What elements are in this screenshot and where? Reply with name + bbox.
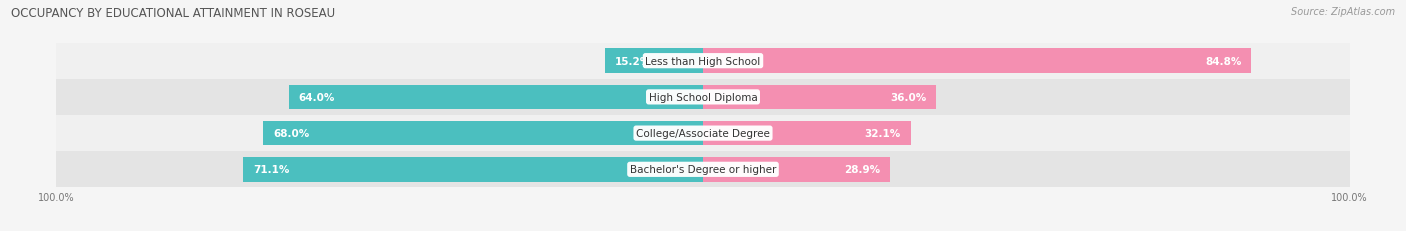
Text: 28.9%: 28.9% bbox=[844, 165, 880, 175]
Text: 32.1%: 32.1% bbox=[865, 128, 901, 139]
Bar bbox=[263, 121, 703, 146]
Text: 68.0%: 68.0% bbox=[273, 128, 309, 139]
Text: OCCUPANCY BY EDUCATIONAL ATTAINMENT IN ROSEAU: OCCUPANCY BY EDUCATIONAL ATTAINMENT IN R… bbox=[11, 7, 336, 20]
Bar bbox=[703, 85, 936, 110]
Text: 36.0%: 36.0% bbox=[890, 92, 927, 103]
Bar bbox=[290, 85, 703, 110]
Bar bbox=[56, 43, 1350, 79]
Text: 71.1%: 71.1% bbox=[253, 165, 290, 175]
Text: Bachelor's Degree or higher: Bachelor's Degree or higher bbox=[630, 165, 776, 175]
Text: 84.8%: 84.8% bbox=[1205, 56, 1241, 66]
Bar bbox=[243, 157, 703, 182]
Bar bbox=[56, 79, 1350, 116]
Bar bbox=[56, 116, 1350, 152]
Text: Less than High School: Less than High School bbox=[645, 56, 761, 66]
Bar bbox=[703, 49, 1251, 74]
Bar bbox=[605, 49, 703, 74]
Text: 15.2%: 15.2% bbox=[614, 56, 651, 66]
Text: Source: ZipAtlas.com: Source: ZipAtlas.com bbox=[1291, 7, 1395, 17]
Bar bbox=[703, 121, 911, 146]
Bar bbox=[703, 157, 890, 182]
Text: College/Associate Degree: College/Associate Degree bbox=[636, 128, 770, 139]
Text: 64.0%: 64.0% bbox=[298, 92, 335, 103]
Text: High School Diploma: High School Diploma bbox=[648, 92, 758, 103]
Bar bbox=[56, 152, 1350, 188]
